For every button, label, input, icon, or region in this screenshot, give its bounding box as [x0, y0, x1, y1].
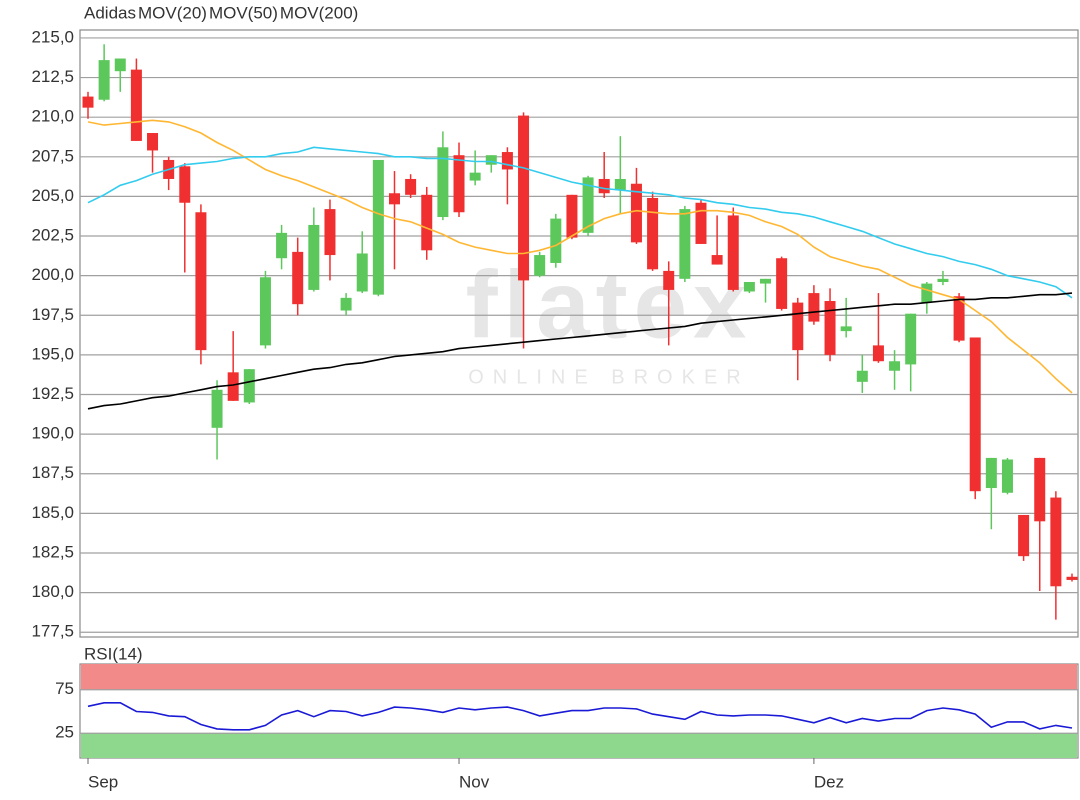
- candle-body: [469, 172, 481, 181]
- candle-body: [550, 218, 562, 263]
- candle-body: [905, 313, 917, 365]
- y-tick-label: 180,0: [31, 582, 74, 601]
- candle-body: [630, 183, 642, 243]
- y-tick-label: 202,5: [31, 226, 74, 245]
- y-tick-label: 192,5: [31, 384, 74, 403]
- candle-body: [937, 278, 949, 282]
- candle-body: [1066, 576, 1078, 580]
- candle-body: [598, 178, 610, 194]
- candle-body: [582, 177, 594, 233]
- candle-body: [776, 258, 788, 309]
- y-tick-label: 185,0: [31, 503, 74, 522]
- candle-body: [647, 197, 659, 270]
- candle-body: [534, 255, 546, 276]
- candle-body: [743, 281, 755, 292]
- candle-body: [872, 345, 884, 362]
- line-series: [87, 146, 1073, 299]
- candle-body: [485, 155, 497, 165]
- candle-body: [421, 194, 433, 251]
- y-tick-label: 190,0: [31, 424, 74, 443]
- candle-body: [663, 270, 675, 290]
- candle-body: [501, 152, 513, 170]
- legend-entry: MOV(50): [209, 3, 278, 22]
- candle-body: [566, 194, 578, 238]
- y-tick-label: 195,0: [31, 344, 74, 363]
- y-tick-label: 177,5: [31, 622, 74, 641]
- candle-body: [1050, 497, 1062, 587]
- line-series: [87, 702, 1073, 731]
- x-tick-label: Dez: [814, 772, 844, 791]
- candle-body: [324, 209, 336, 256]
- legend-entry: Adidas: [84, 3, 136, 22]
- y-tick-label: 187,5: [31, 463, 74, 482]
- candle-body: [437, 147, 449, 218]
- legend-entry: MOV(200): [280, 3, 358, 22]
- candle-body: [985, 457, 997, 489]
- candle-body: [147, 133, 159, 151]
- candle-body: [711, 255, 723, 265]
- y-tick-label: 182,5: [31, 542, 74, 561]
- watermark-subtitle: ONLINE BROKER: [468, 366, 749, 388]
- candle-body: [211, 389, 223, 428]
- candle-body: [679, 209, 691, 279]
- candle-body: [1018, 514, 1030, 557]
- candle-body: [388, 193, 400, 205]
- legend-entry: RSI(14): [84, 644, 143, 663]
- candle-body: [453, 155, 465, 213]
- y-tick-label: 197,5: [31, 305, 74, 324]
- y-tick-label: 210,0: [31, 107, 74, 126]
- y-tick-label: 75: [55, 679, 74, 698]
- candle-body: [114, 58, 126, 72]
- candle-body: [276, 232, 288, 259]
- x-tick-label: Sep: [88, 772, 118, 791]
- candle-body: [82, 96, 94, 108]
- rsi-zone: [81, 733, 1077, 758]
- candle-body: [856, 370, 868, 382]
- candle-body: [518, 115, 530, 281]
- candle-body: [760, 278, 772, 284]
- candle-body: [98, 60, 110, 100]
- x-tick-label: Nov: [459, 772, 490, 791]
- y-tick-label: 212,5: [31, 67, 74, 86]
- candle-body: [195, 212, 207, 351]
- y-tick-label: 200,0: [31, 265, 74, 284]
- candle-body: [808, 293, 820, 322]
- watermark: flatex: [466, 251, 753, 358]
- line-series: [87, 292, 1073, 410]
- candle-body: [243, 369, 255, 403]
- candle-body: [1034, 457, 1046, 522]
- y-tick-label: 25: [55, 723, 74, 742]
- candle-body: [405, 178, 417, 195]
- y-tick-label: 207,5: [31, 146, 74, 165]
- candle-body: [1001, 459, 1013, 493]
- candle-body: [259, 277, 271, 346]
- candle-body: [953, 296, 965, 341]
- candle-body: [308, 224, 320, 290]
- candle-body: [292, 251, 304, 305]
- y-tick-label: 205,0: [31, 186, 74, 205]
- line-series: [87, 119, 1073, 394]
- y-tick-label: 215,0: [31, 27, 74, 46]
- candle-body: [824, 301, 836, 355]
- candle-body: [695, 202, 707, 244]
- candle-body: [921, 283, 933, 303]
- rsi-zone: [81, 664, 1077, 690]
- candle-body: [614, 178, 626, 191]
- candle-body: [130, 69, 142, 141]
- legend-entry: MOV(20): [138, 3, 207, 22]
- candle-body: [840, 326, 852, 332]
- candle-body: [727, 215, 739, 290]
- candle-body: [340, 297, 352, 311]
- candle-body: [969, 337, 981, 492]
- candle-body: [889, 361, 901, 371]
- candle-body: [372, 159, 384, 295]
- candle-body: [179, 166, 191, 203]
- candle-body: [356, 253, 368, 292]
- candle-body: [227, 372, 239, 401]
- candle-body: [792, 302, 804, 351]
